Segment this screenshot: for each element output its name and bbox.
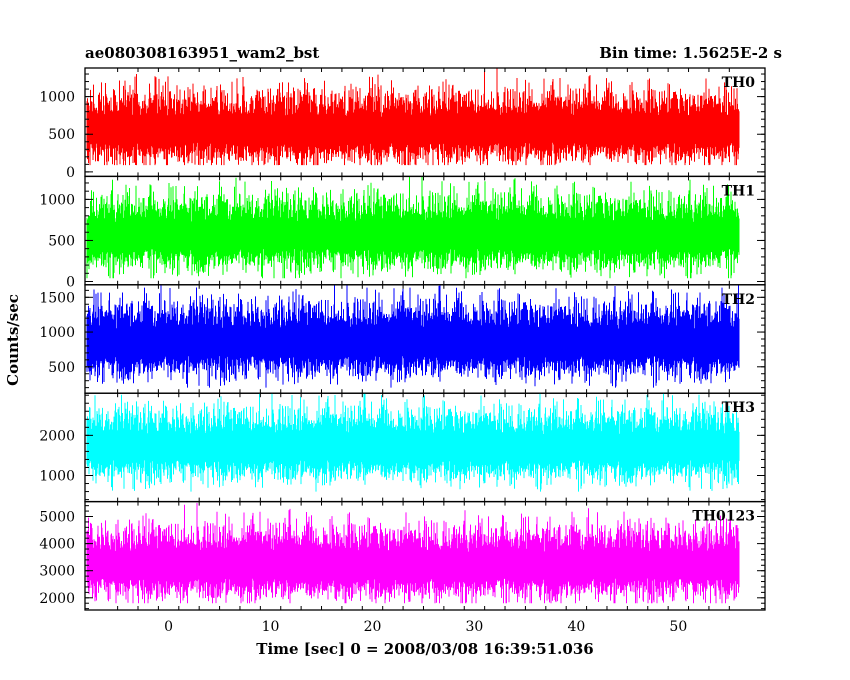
bin-time-label: Bin time: 1.5625E-2 s: [599, 44, 782, 62]
x-axis-label: Time [sec] 0 = 2008/03/08 16:39:51.036: [256, 640, 593, 658]
y-tick-label: 2000: [39, 591, 75, 607]
panel-label-th0: TH0: [722, 75, 756, 91]
y-tick-label: 1500: [39, 290, 75, 306]
y-tick-label: 1000: [39, 469, 75, 485]
panel-label-th0123: TH0123: [692, 509, 755, 525]
x-tick-label: 40: [567, 619, 585, 635]
y-tick-label: 5000: [39, 510, 75, 526]
y-tick-label: 500: [48, 233, 75, 249]
y-tick-label: 0: [66, 165, 75, 181]
y-tick-label: 1000: [39, 90, 75, 106]
series-th0123: [86, 503, 740, 604]
y-tick-label: 500: [48, 127, 75, 143]
x-tick-label: 10: [262, 619, 280, 635]
series-th3: [86, 393, 740, 492]
x-tick-label: 0: [164, 619, 173, 635]
panel-th1: 0 500 1000 TH1: [39, 175, 766, 291]
y-axis-label: Counts/sec: [4, 294, 22, 386]
series-th0: [86, 68, 740, 166]
x-tick-label: 30: [466, 619, 484, 635]
y-tick-label: 0: [66, 275, 75, 291]
panel-th0: 0 500 1000 TH0: [39, 67, 766, 181]
panel-th2: 500 1000 1500 TH2: [39, 284, 766, 394]
y-tick-label: 4000: [39, 537, 75, 553]
series-th1: [86, 176, 740, 279]
y-tick-label: 500: [48, 360, 75, 376]
panel-th3: 1000 2000 TH3: [39, 392, 766, 503]
y-tick-label: 2000: [39, 428, 75, 444]
x-tick-label: 50: [669, 619, 687, 635]
series-th2: [86, 284, 740, 388]
panel-th0123: 2000 3000 4000 5000 TH0123: [39, 500, 766, 611]
y-tick-label: 3000: [39, 564, 75, 580]
panel-frame: [84, 500, 766, 611]
panel-label-th3: TH3: [722, 400, 755, 416]
panel-label-th1: TH1: [722, 183, 755, 199]
y-tick-label: 1000: [39, 325, 75, 341]
chart-title: ae080308163951_wam2_bst: [85, 44, 320, 62]
x-tick-label: 20: [364, 619, 382, 635]
panel-label-th2: TH2: [722, 292, 755, 308]
y-tick-label: 1000: [39, 192, 75, 208]
